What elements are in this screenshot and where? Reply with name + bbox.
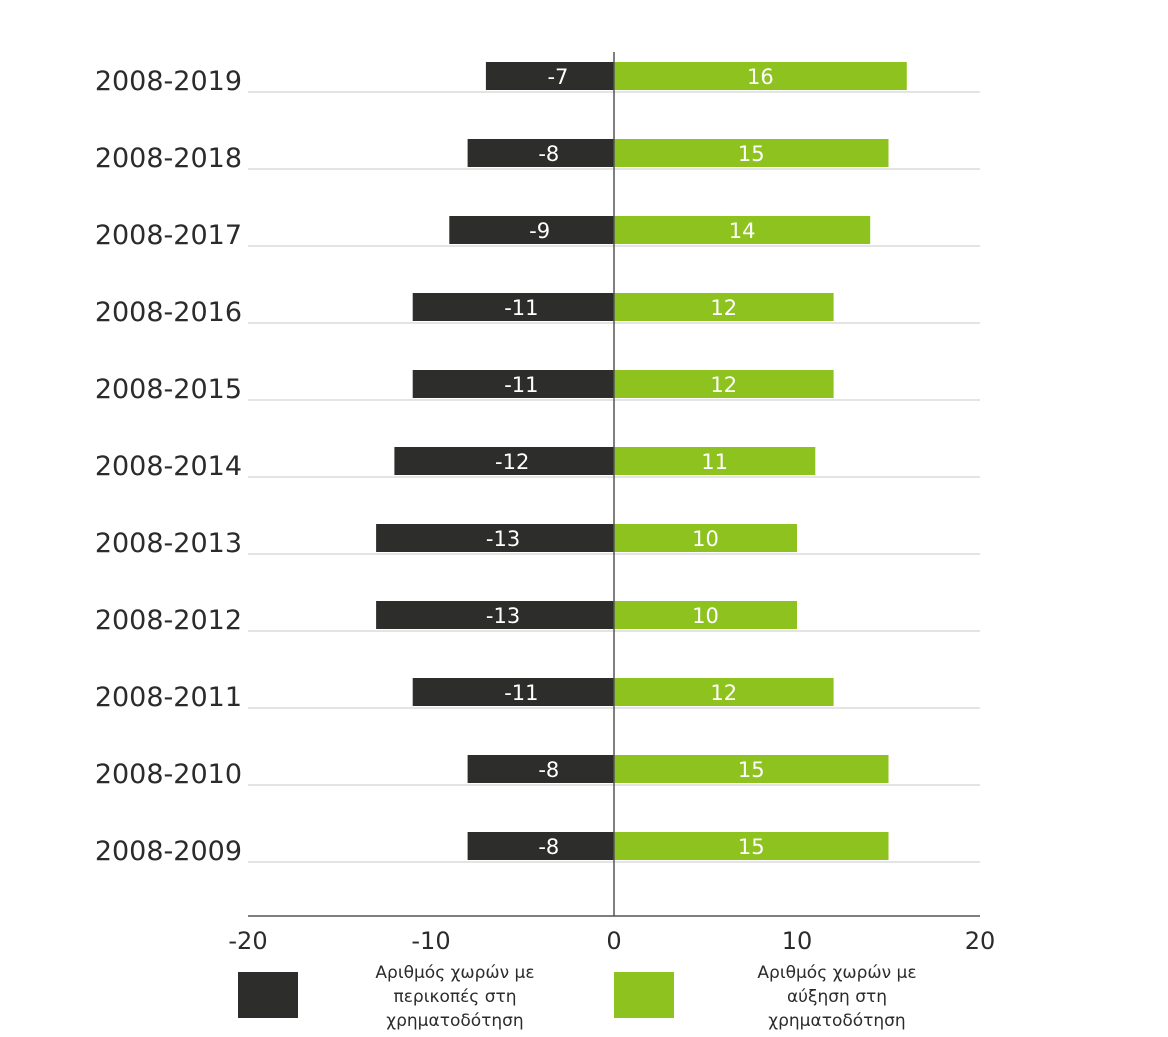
bar-cuts — [485, 62, 614, 90]
legend: Αριθμός χωρών με περικοπές στη χρηματοδότη… — [238, 963, 917, 1031]
category-label: 2008-2014 — [95, 451, 242, 482]
bar-data-label: 16 — [747, 65, 774, 89]
bar-data-label: -13 — [486, 527, 520, 551]
bar-cuts — [376, 524, 614, 552]
bar-data-label: 11 — [701, 450, 728, 474]
bar-data-label: -11 — [504, 681, 538, 705]
bar-data-label: 12 — [710, 373, 737, 397]
bar-data-label: 15 — [738, 758, 765, 782]
bar-increase — [614, 524, 797, 552]
legend-swatch-increase — [614, 972, 674, 1018]
bar-data-label: -11 — [504, 296, 538, 320]
bar-data-label: 12 — [710, 296, 737, 320]
legend-label: Αριθμός χωρών με — [375, 963, 534, 983]
category-label: 2008-2018 — [95, 143, 242, 174]
bar-cuts — [467, 832, 614, 860]
bar-cuts — [394, 447, 614, 475]
bar-data-label: -7 — [547, 65, 568, 89]
bar-increase — [614, 601, 797, 629]
legend-label: αύξηση στη — [787, 987, 887, 1007]
legend-label: Αριθμός χωρών με — [757, 963, 916, 983]
bar-increase — [614, 293, 834, 321]
x-tick-label: -10 — [411, 927, 450, 955]
bar-data-label: -8 — [538, 142, 559, 166]
bar-data-label: 15 — [738, 835, 765, 859]
category-label: 2008-2010 — [95, 759, 242, 790]
bar-data-label: 15 — [738, 142, 765, 166]
x-axis-ticks: -20 -10 0 10 20 — [228, 927, 995, 955]
bar-data-label: 12 — [710, 681, 737, 705]
bar-cuts — [376, 601, 614, 629]
category-label: 2008-2016 — [95, 297, 242, 328]
bar-cuts — [412, 370, 614, 398]
x-tick-label: -20 — [228, 927, 267, 955]
x-tick-label: 0 — [606, 927, 621, 955]
category-label: 2008-2015 — [95, 374, 242, 405]
bar-increase — [614, 447, 816, 475]
bar-data-label: -8 — [538, 835, 559, 859]
bar-cuts — [449, 216, 614, 244]
bar-data-label: 10 — [692, 604, 719, 628]
bar-increase — [614, 755, 889, 783]
bar-data-label: -12 — [495, 450, 529, 474]
bar-increase — [614, 62, 907, 90]
bar-cuts — [467, 139, 614, 167]
bar-data-label: 10 — [692, 527, 719, 551]
x-tick-label: 20 — [965, 927, 996, 955]
bar-data-label: 14 — [729, 219, 756, 243]
bar-data-label: -8 — [538, 758, 559, 782]
legend-label: χρηματοδότηση — [768, 1011, 905, 1031]
bar-data-label: -9 — [529, 219, 550, 243]
legend-label: περικοπές στη — [394, 987, 517, 1007]
bar-cuts — [412, 293, 614, 321]
x-tick-label: 10 — [782, 927, 813, 955]
bar-increase — [614, 216, 871, 244]
category-label: 2008-2019 — [95, 66, 242, 97]
bar-increase — [614, 370, 834, 398]
bar-data-label: -11 — [504, 373, 538, 397]
category-label: 2008-2012 — [95, 605, 242, 636]
category-label: 2008-2009 — [95, 836, 242, 867]
legend-swatch-cuts — [238, 972, 298, 1018]
bar-increase — [614, 678, 834, 706]
chart-bars: -7 16 -8 15 -9 14 -11 12 -11 12 -12 11 -13 10 -13 10 -11… — [376, 62, 907, 860]
legend-label: χρηματοδότηση — [386, 1011, 523, 1031]
bar-cuts — [467, 755, 614, 783]
bar-cuts — [412, 678, 614, 706]
category-label: 2008-2011 — [95, 682, 242, 713]
bar-increase — [614, 832, 889, 860]
category-label: 2008-2013 — [95, 528, 242, 559]
bar-data-label: -13 — [486, 604, 520, 628]
bar-increase — [614, 139, 889, 167]
category-label: 2008-2017 — [95, 220, 242, 251]
